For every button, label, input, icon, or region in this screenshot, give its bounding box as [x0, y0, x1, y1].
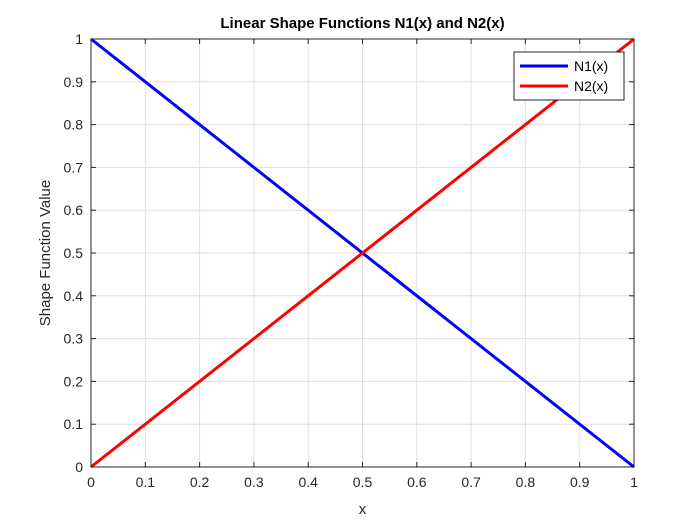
series-line-2 [90, 37, 635, 469]
ticks [90, 38, 635, 468]
x-tick-label: 0.4 [298, 474, 318, 490]
x-tick-label: 0.7 [461, 474, 481, 490]
y-tick-label: 0.1 [64, 416, 84, 432]
y-tick-label: 1 [75, 31, 83, 47]
x-tick-label: 0.1 [136, 474, 156, 490]
y-tick-label: 0.3 [64, 331, 84, 347]
y-tick-label: 0.9 [64, 74, 84, 90]
x-tick-label: 0.6 [407, 474, 427, 490]
x-tick-label: 0.3 [244, 474, 264, 490]
y-tick-label: 0 [75, 459, 83, 475]
legend-label-1: N1(x) [574, 58, 608, 74]
y-tick-label: 0.8 [64, 117, 84, 133]
x-tick-label: 0.9 [570, 474, 590, 490]
legend-box [513, 51, 625, 101]
x-tick-label: 0.2 [190, 474, 210, 490]
y-tick-label: 0.2 [64, 373, 84, 389]
y-axis-label: Shape Function Value [37, 180, 54, 327]
x-tick-label: 0 [87, 474, 95, 490]
y-tick-label: 0.6 [64, 202, 84, 218]
tick-labels: 0 0.1 0.2 0.3 0.4 0.5 0.6 0.7 0.8 0.9 1 0 0.1 0.2 0.3 0… [64, 31, 639, 490]
chart-title: Linear Shape Functions N1(x) and N2(x) [220, 15, 504, 32]
series-layer [90, 37, 635, 469]
legend: N1(x) N2(x) [513, 51, 625, 101]
x-tick-label: 0.8 [516, 474, 536, 490]
y-tick-label: 0.4 [64, 288, 84, 304]
y-tick-label: 0.5 [64, 245, 84, 261]
y-tick-label: 0.7 [64, 159, 84, 175]
legend-label-2: N2(x) [574, 78, 608, 94]
x-tick-label: 1 [630, 474, 638, 490]
x-tick-label: 0.5 [353, 474, 373, 490]
x-axis-label: x [359, 501, 367, 518]
